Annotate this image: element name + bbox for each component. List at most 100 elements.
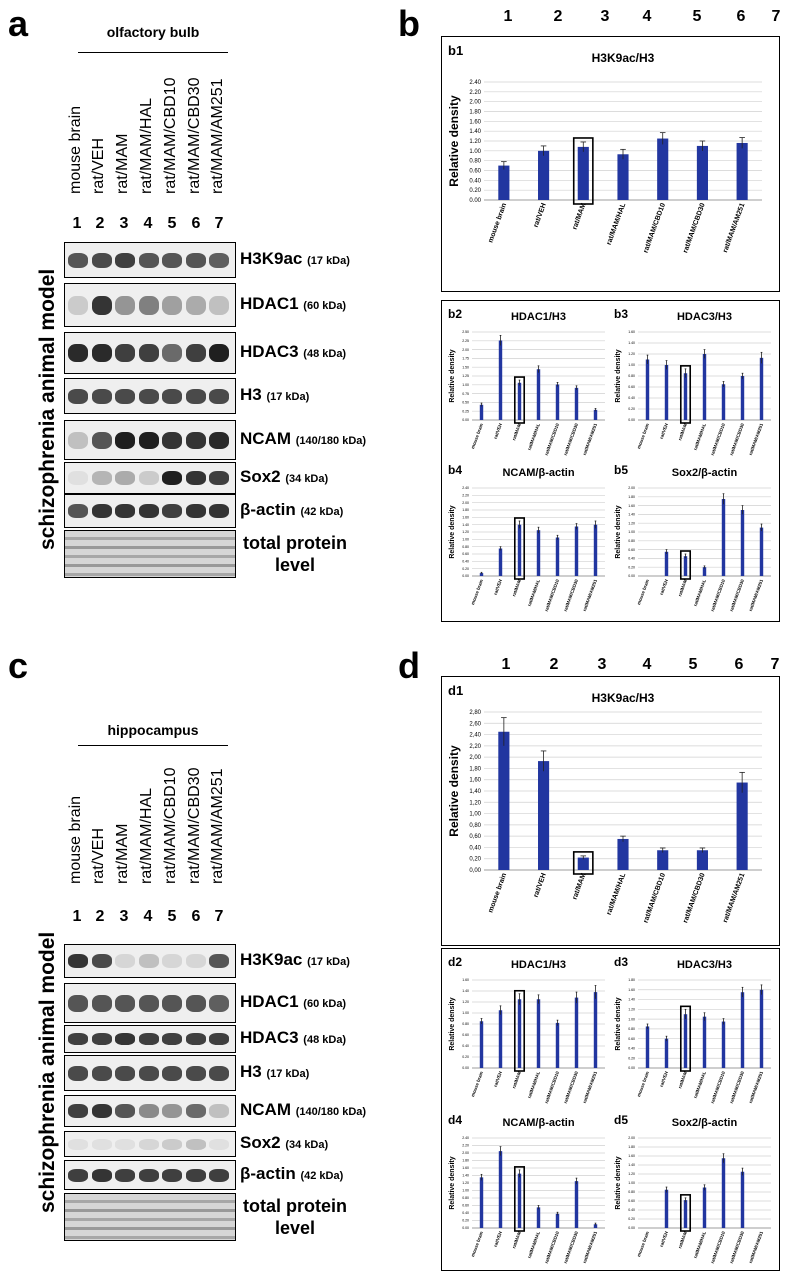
y-axis-label: Relative density — [615, 1156, 622, 1209]
blot-band — [162, 344, 182, 362]
y-axis-label: Relative density — [447, 745, 461, 837]
y-axis-label: Relative density — [615, 997, 622, 1050]
y-tick-label: 0.20 — [469, 188, 481, 194]
x-category-label: rat/VEH — [659, 579, 669, 596]
bar — [555, 1213, 560, 1228]
y-tick-label: 0.75 — [462, 392, 469, 396]
x-category-label: rat/MAM/HAL — [606, 202, 628, 246]
bar — [517, 382, 522, 420]
bar — [740, 1171, 745, 1228]
blot-label-name: H3K9ac — [240, 249, 308, 268]
y-tick-label: 0.00 — [469, 198, 481, 204]
blot-band — [185, 431, 206, 449]
lane-number: 2 — [95, 215, 105, 232]
highlight-box — [513, 517, 526, 580]
x-category-label: rat/MAM/CBD30 — [729, 1070, 745, 1104]
blot-band — [162, 388, 182, 404]
bar — [593, 524, 598, 576]
y-tick-label: 1.80 — [628, 978, 635, 982]
blot-strip — [64, 462, 236, 494]
y-tick-label: 1.75 — [462, 357, 469, 361]
blot-band — [115, 1138, 135, 1150]
y-tick-label: 0.80 — [628, 1027, 635, 1031]
blot-band — [138, 295, 159, 315]
blot-band — [68, 295, 88, 315]
bar — [593, 992, 598, 1068]
blot-band — [209, 388, 229, 404]
column-number: 2 — [553, 8, 563, 25]
chart-b5: b5 Sox2/β-actin Relative density 0.00 0.20 0.… — [614, 463, 771, 612]
x-category-label: rat/MAM/AM251 — [722, 872, 746, 923]
blot-band — [162, 994, 182, 1012]
y-tick-label: 0.00 — [462, 574, 469, 578]
bar — [645, 359, 650, 420]
blot-band — [138, 504, 159, 518]
column-number: 6 — [736, 8, 746, 25]
blot-label-name: total protein — [243, 533, 347, 553]
x-category-label: rat/MAM/CBD10 — [544, 1230, 560, 1264]
blot-label: Sox2 (34 kDa) — [240, 467, 328, 487]
blot-label: total protein level — [240, 532, 350, 576]
bar — [657, 138, 669, 200]
subpanel-label: b4 — [448, 463, 462, 477]
x-category-label: rat/MAM/CBD30 — [682, 202, 707, 254]
y-tick-label: 0.40 — [628, 1208, 635, 1212]
lane-label: rat/MAM/HAL — [138, 787, 155, 884]
y-tick-label: 2.00 — [628, 1136, 635, 1140]
blot-label-name: HDAC3 — [240, 1028, 304, 1047]
blot-label-name: H3 — [240, 385, 267, 404]
blot-label-kda: (34 kDa) — [285, 1139, 329, 1151]
x-category-label: rat/VEH — [659, 423, 669, 440]
blot-band — [115, 1104, 135, 1118]
y-tick-label: 0,60 — [469, 834, 481, 840]
x-category-label: rat/MAM/CBD30 — [563, 422, 579, 456]
y-tick-label: 2.20 — [462, 494, 469, 498]
y-tick-label: 1.40 — [469, 129, 481, 135]
blot-band — [115, 994, 135, 1012]
y-tick-label: 1.40 — [462, 989, 469, 993]
x-category-label: rat/MAM — [677, 1230, 688, 1249]
blot-band — [162, 504, 182, 518]
subpanel-label: d3 — [614, 955, 628, 969]
blot-band — [68, 1168, 88, 1182]
bar — [664, 551, 669, 576]
bar — [574, 387, 579, 420]
lane-number: 7 — [214, 215, 224, 232]
blot-band — [115, 1168, 135, 1182]
subpanel-label: b2 — [448, 307, 462, 321]
x-category-label: rat/MAM/CBD30 — [563, 1070, 579, 1104]
total-protein-band — [65, 546, 235, 549]
blot-band — [185, 1138, 206, 1150]
lane-label: rat/MAM — [114, 133, 131, 194]
highlight-box — [513, 1166, 526, 1232]
total-protein-band — [65, 1227, 235, 1230]
blot-band — [138, 1033, 159, 1045]
blot-label-kda: (48 kDa) — [303, 348, 347, 360]
y-tick-label: 1.40 — [628, 341, 635, 345]
blot-label-name: HDAC1 — [240, 294, 304, 313]
panel-letter-b: b — [398, 3, 420, 44]
y-tick-label: 1.80 — [469, 110, 481, 116]
chart-frame-b1 — [441, 36, 780, 292]
x-category-label: rat/MAM/HAL — [693, 1230, 707, 1258]
y-tick-label: 0.60 — [628, 1037, 635, 1041]
y-tick-label: 2.00 — [462, 348, 469, 352]
blot-band — [68, 994, 88, 1012]
y-tick-label: 0.00 — [462, 1066, 469, 1070]
y-tick-label: 2,60 — [469, 721, 481, 727]
blot-label: HDAC3 (48 kDa) — [240, 342, 346, 362]
y-tick-label: 0.40 — [469, 178, 481, 184]
y-tick-label: 1,00 — [469, 812, 481, 818]
blot-strip — [64, 944, 236, 978]
column-number: 7 — [771, 8, 781, 25]
blot-label: β-actin (42 kDa) — [240, 500, 343, 520]
x-category-label: rat/MAM/AM251 — [748, 422, 764, 456]
blot-band — [138, 344, 159, 362]
lane-label: rat/MAM — [114, 823, 131, 884]
blot-strip — [64, 332, 236, 374]
subpanel-label: b3 — [614, 307, 628, 321]
x-category-label: rat/MAM/CBD10 — [710, 422, 726, 456]
x-category-label: mouse brain — [487, 872, 508, 914]
blot-band — [209, 252, 229, 268]
y-tick-label: 0.80 — [628, 374, 635, 378]
